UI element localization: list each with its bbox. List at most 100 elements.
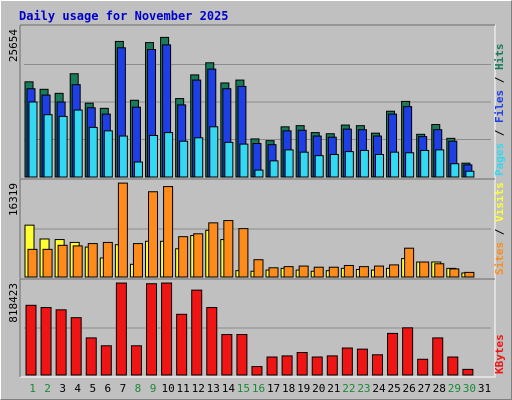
bar-kbytes-day-21: [326, 355, 338, 376]
bar-pages-day-25: [390, 151, 400, 178]
bar-kbytes-day-2: [40, 307, 52, 376]
bar-sites-day-4: [72, 245, 83, 278]
x-tick-label-day-1: 1: [29, 382, 36, 395]
side-label-hits: Hits: [493, 44, 506, 71]
chart-title: Daily usage for November 2025: [19, 9, 229, 23]
side-label-hits-files-pages: Pages / Files / Hits: [493, 44, 506, 177]
bar-kbytes-day-11: [176, 313, 188, 376]
y-max-label: 818423: [7, 283, 20, 323]
bar-pages-day-26: [405, 152, 415, 178]
bar-kbytes-day-3: [55, 309, 67, 376]
bar-pages-day-15: [239, 143, 249, 178]
x-tick-label-day-31: 31: [478, 382, 491, 395]
side-label-separator: /: [493, 222, 506, 242]
bar-sites-day-8: [132, 243, 143, 278]
bar-sites-day-22: [343, 264, 354, 278]
bar-kbytes-day-18: [281, 355, 293, 376]
x-tick-label-day-20: 20: [312, 382, 325, 395]
bar-pages-day-23: [359, 149, 369, 178]
x-tick-label-day-26: 26: [403, 382, 416, 395]
bar-sites-day-2: [42, 248, 53, 278]
bar-sites-day-30: [464, 271, 475, 278]
x-tick-label-day-28: 28: [433, 382, 446, 395]
bar-kbytes-day-7: [115, 282, 127, 376]
x-tick-label-day-24: 24: [372, 382, 386, 395]
bar-pages-day-28: [435, 149, 445, 178]
bar-pages-day-27: [420, 149, 430, 178]
bar-pages-day-21: [329, 154, 339, 178]
bar-kbytes-day-1: [25, 304, 37, 376]
x-tick-label-day-21: 21: [327, 382, 340, 395]
bar-pages-day-29: [450, 163, 460, 178]
bar-kbytes-day-19: [296, 352, 308, 376]
bar-pages-day-10: [164, 132, 174, 178]
bar-sites-day-23: [358, 266, 369, 278]
bar-kbytes-day-4: [70, 317, 82, 376]
bar-pages-day-4: [73, 109, 83, 178]
x-tick-label-day-2: 2: [44, 382, 51, 395]
side-label-kbytes: KBytes: [493, 334, 506, 374]
bar-kbytes-day-24: [371, 354, 383, 376]
bar-kbytes-day-29: [447, 356, 459, 376]
bar-sites-day-6: [102, 241, 113, 278]
bar-sites-day-24: [373, 265, 384, 278]
bar-kbytes-day-25: [387, 332, 399, 376]
bar-pages-day-22: [344, 151, 354, 178]
x-tick-label-day-11: 11: [177, 382, 190, 395]
bar-kbytes-day-20: [311, 356, 323, 376]
bar-sites-day-7: [117, 182, 128, 278]
y-max-label: 25654: [7, 29, 20, 62]
side-label-separator: /: [493, 123, 506, 143]
x-tick-label-day-10: 10: [161, 382, 174, 395]
bar-pages-day-19: [299, 151, 309, 178]
bar-sites-day-5: [87, 243, 98, 278]
bar-kbytes-day-8: [130, 345, 142, 376]
bar-kbytes-day-13: [206, 307, 218, 376]
x-tick-label-day-19: 19: [297, 382, 310, 395]
bar-pages-day-8: [133, 161, 143, 178]
bar-sites-day-26: [404, 247, 415, 278]
bar-pages-day-5: [88, 126, 98, 178]
bar-kbytes-day-5: [85, 337, 97, 376]
bar-pages-day-12: [194, 137, 204, 178]
bar-kbytes-day-22: [341, 347, 353, 376]
bar-pages-day-3: [58, 115, 68, 178]
x-tick-label-day-23: 23: [357, 382, 370, 395]
bar-pages-day-14: [224, 141, 234, 178]
bar-sites-day-17: [268, 267, 279, 278]
x-tick-label-day-16: 16: [252, 382, 265, 395]
bar-sites-day-9: [148, 191, 159, 278]
side-label-files: Files: [493, 90, 506, 123]
bar-sites-day-20: [313, 266, 324, 278]
bar-sites-day-21: [328, 266, 339, 278]
x-tick-label-day-15: 15: [237, 382, 250, 395]
bar-sites-day-10: [163, 186, 174, 278]
bar-sites-day-25: [389, 264, 400, 278]
bar-pages-day-24: [374, 154, 384, 178]
bar-sites-day-16: [253, 259, 264, 278]
x-tick-label-day-30: 30: [463, 382, 476, 395]
bar-sites-day-15: [238, 228, 249, 278]
bar-kbytes-day-28: [432, 337, 444, 376]
x-tick-label-day-5: 5: [89, 382, 96, 395]
bar-kbytes-day-26: [402, 327, 414, 376]
bar-kbytes-day-10: [161, 282, 173, 376]
bar-pages-day-2: [43, 114, 53, 178]
bar-pages-day-6: [103, 130, 113, 178]
bar-sites-day-18: [283, 266, 294, 278]
x-tick-label-day-8: 8: [135, 382, 142, 395]
bar-kbytes-day-12: [191, 289, 203, 376]
bar-pages-day-9: [149, 134, 159, 178]
y-max-label: 16319: [7, 183, 20, 216]
x-tick-label-day-14: 14: [222, 382, 236, 395]
bar-pages-day-7: [118, 135, 128, 178]
x-tick-label-day-25: 25: [387, 382, 400, 395]
bar-sites-day-28: [434, 263, 445, 278]
bar-kbytes-day-9: [146, 283, 158, 376]
bar-sites-day-3: [57, 244, 68, 278]
bar-sites-day-29: [449, 268, 460, 278]
bar-sites-day-19: [298, 265, 309, 278]
bar-pages-day-11: [179, 140, 189, 178]
bar-kbytes-day-15: [236, 334, 248, 376]
